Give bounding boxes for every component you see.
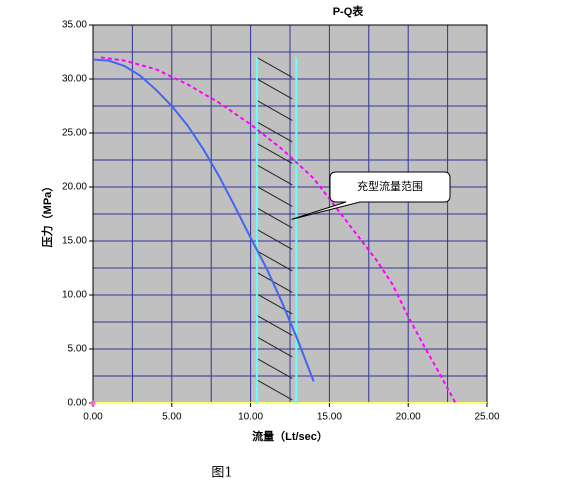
y-tick-label: 15.00 xyxy=(62,236,87,247)
y-tick-label: 30.00 xyxy=(62,74,87,85)
x-axis-label: 流量（Lt/sec） xyxy=(252,429,328,443)
hatch xyxy=(256,78,293,100)
hatch xyxy=(256,379,293,401)
y-tick-label: 10.00 xyxy=(62,290,87,301)
chart-title: P-Q表 xyxy=(333,4,365,18)
hatch xyxy=(256,336,293,358)
hatch xyxy=(256,357,293,379)
x-tick-label: 25.00 xyxy=(474,412,499,423)
hatch xyxy=(256,185,293,207)
y-tick-label: 0.00 xyxy=(68,398,88,409)
hatch xyxy=(256,56,293,78)
y-tick-label: 35.00 xyxy=(62,20,87,31)
hatch xyxy=(256,250,293,272)
hatch xyxy=(256,207,293,229)
y-axis-label: 压力（MPa） xyxy=(40,181,54,248)
hatch xyxy=(256,99,293,121)
y-tick-label: 25.00 xyxy=(62,128,87,139)
callout-box xyxy=(291,171,451,220)
hatch xyxy=(256,271,293,293)
series-line xyxy=(92,58,315,382)
y-tick-label: 5.00 xyxy=(68,344,88,355)
annotation-text: 充型流量范围 xyxy=(357,179,423,193)
hatch xyxy=(256,121,293,143)
x-tick-label: 20.00 xyxy=(396,412,421,423)
hatch xyxy=(256,142,293,164)
x-tick-label: 10.00 xyxy=(238,412,263,423)
hatch xyxy=(256,314,293,336)
hatch xyxy=(256,228,293,250)
x-tick-label: 0.00 xyxy=(83,412,103,423)
y-tick-label: 20.00 xyxy=(62,182,87,193)
origin-dot xyxy=(90,400,96,406)
hatch xyxy=(256,164,293,186)
caption: 图1 xyxy=(211,466,232,481)
x-tick-label: 5.00 xyxy=(162,412,182,423)
callout: 充型流量范围 xyxy=(291,171,451,220)
x-tick-label: 15.00 xyxy=(317,412,342,423)
